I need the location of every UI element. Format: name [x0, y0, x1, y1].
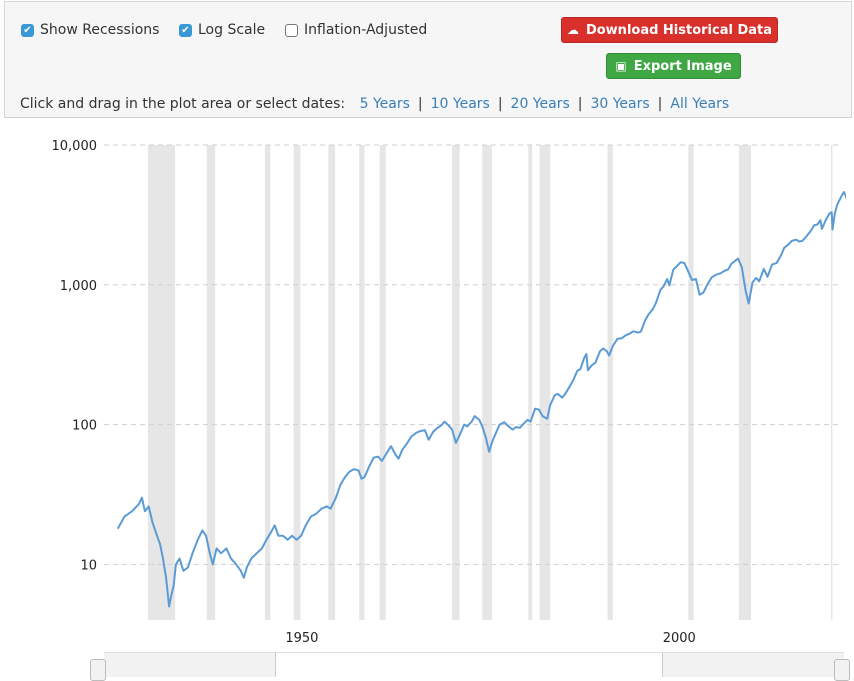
- log-scale-label: Log Scale: [198, 22, 266, 38]
- separator: |: [577, 96, 583, 112]
- y-tick-label: 1,000: [60, 279, 97, 294]
- recession-band: [293, 145, 301, 620]
- checkmark-icon: ✔: [21, 23, 34, 37]
- recession-band: [379, 145, 386, 620]
- date-range-selector: Click and drag in the plot area or selec…: [20, 96, 729, 112]
- recession-band: [264, 145, 271, 620]
- range-link-10-years[interactable]: 10 Years: [430, 96, 490, 112]
- cloud-download-icon: ☁: [566, 23, 579, 37]
- log-scale-checkbox[interactable]: ✔ Log Scale: [179, 22, 265, 38]
- range-link-30-years[interactable]: 30 Years: [590, 96, 650, 112]
- separator: |: [657, 96, 663, 112]
- range-link-20-years[interactable]: 20 Years: [510, 96, 570, 112]
- recession-band: [607, 145, 613, 620]
- recession-band: [328, 145, 336, 620]
- navigator-left-handle[interactable]: [90, 659, 106, 681]
- range-link-all-years[interactable]: All Years: [670, 96, 730, 112]
- instruction-text: Click and drag in the plot area or selec…: [20, 96, 346, 112]
- navigator-window[interactable]: [275, 653, 663, 677]
- recession-band: [147, 145, 176, 620]
- y-tick-label: 100: [72, 419, 97, 434]
- inflation-adjusted-checkbox[interactable]: Inflation-Adjusted: [285, 22, 427, 38]
- navigator-right-handle[interactable]: [834, 659, 850, 681]
- navigator-scroller[interactable]: [90, 652, 850, 681]
- range-link-5-years[interactable]: 5 Years: [359, 96, 410, 112]
- show-recessions-checkbox[interactable]: ✔ Show Recessions: [21, 22, 159, 38]
- empty-checkbox-icon: [285, 23, 298, 37]
- recession-band: [482, 145, 493, 620]
- recession-band: [206, 145, 216, 620]
- recession-band: [830, 145, 833, 620]
- show-recessions-label: Show Recessions: [40, 22, 160, 38]
- series-line: [116, 191, 846, 608]
- download-button-label: Download Historical Data: [585, 22, 773, 38]
- recession-band: [688, 145, 694, 620]
- chart-controls-panel: ✔ Show Recessions ✔ Log Scale Inflation-…: [4, 1, 852, 118]
- x-tick-label: 1950: [285, 631, 318, 646]
- recession-band: [452, 145, 460, 620]
- separator: |: [417, 96, 423, 112]
- recession-band: [738, 145, 751, 620]
- inflation-adjusted-label: Inflation-Adjusted: [304, 22, 428, 38]
- separator: |: [497, 96, 503, 112]
- checkmark-icon: ✔: [179, 23, 192, 37]
- sp500-log-chart[interactable]: 10 100 1,000 10,000 1950 2000: [0, 120, 854, 650]
- image-icon: ▣: [615, 59, 627, 73]
- export-image-button[interactable]: ▣ Export Image: [606, 53, 741, 79]
- y-tick-label: 10: [80, 558, 97, 573]
- x-tick-label: 2000: [663, 631, 696, 646]
- recession-band: [528, 145, 533, 620]
- recession-band: [539, 145, 551, 620]
- y-tick-label: 10,000: [52, 139, 98, 154]
- export-button-label: Export Image: [633, 58, 732, 74]
- download-historical-data-button[interactable]: ☁ Download Historical Data: [561, 17, 778, 43]
- recession-band: [359, 145, 365, 620]
